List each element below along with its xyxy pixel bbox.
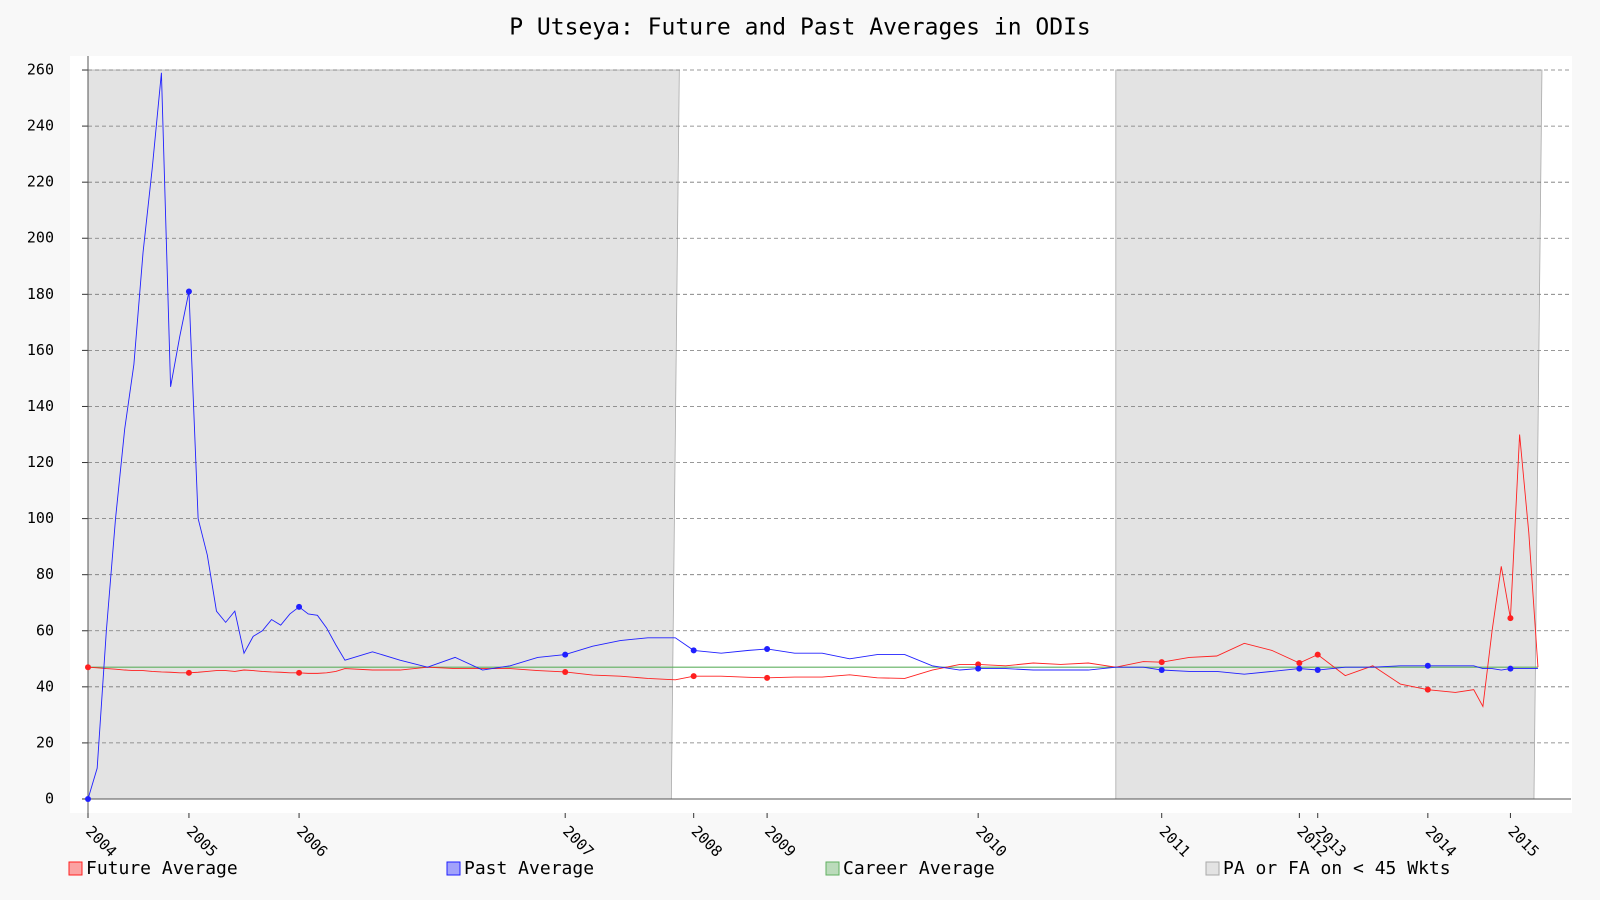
legend-label: PA or FA on < 45 Wkts xyxy=(1223,858,1451,879)
series-point xyxy=(185,669,192,676)
series-point xyxy=(1158,667,1165,674)
y-tick-label: 260 xyxy=(27,61,54,79)
series-point xyxy=(1296,665,1303,672)
series-point xyxy=(1424,686,1431,693)
chart-title: P Utseya: Future and Past Averages in OD… xyxy=(509,15,1091,41)
y-tick-label: 200 xyxy=(27,229,54,247)
y-tick-label: 40 xyxy=(36,677,54,695)
y-tick-label: 180 xyxy=(27,285,54,303)
series-point xyxy=(1507,665,1514,672)
series-point xyxy=(1424,662,1431,669)
y-tick-label: 160 xyxy=(27,341,54,359)
series-point xyxy=(1314,667,1321,674)
legend-label: Past Average xyxy=(464,858,594,879)
series-point xyxy=(562,668,569,675)
series-point xyxy=(296,669,303,676)
series-point xyxy=(975,661,982,668)
series-point xyxy=(690,647,697,654)
y-tick-label: 80 xyxy=(36,565,54,583)
series-point xyxy=(85,795,91,802)
y-tick-label: 240 xyxy=(27,117,54,135)
series-point xyxy=(1314,651,1321,658)
legend-swatch xyxy=(825,861,840,876)
legend-label: Career Average xyxy=(843,858,995,879)
y-tick-label: 220 xyxy=(27,173,54,191)
legend-swatch xyxy=(1205,861,1220,876)
series-point xyxy=(764,645,771,652)
y-tick-label: 140 xyxy=(27,397,54,415)
series-point xyxy=(296,603,303,610)
y-tick-label: 100 xyxy=(27,509,54,527)
y-tick-label: 120 xyxy=(27,453,54,471)
y-tick-label: 20 xyxy=(36,733,54,751)
y-tick-label: 60 xyxy=(36,621,54,639)
series-point xyxy=(975,665,982,672)
shaded-region xyxy=(87,69,680,800)
legend-swatch xyxy=(446,861,461,876)
series-point xyxy=(1296,660,1303,667)
series-point xyxy=(1158,659,1165,666)
series-point xyxy=(562,651,569,658)
series-point xyxy=(690,673,697,680)
series-point xyxy=(1507,615,1514,622)
series-point xyxy=(85,664,91,671)
series-point xyxy=(764,674,771,681)
y-tick-label: 0 xyxy=(45,789,54,807)
series-point xyxy=(185,288,192,295)
legend-swatch xyxy=(68,861,83,876)
legend-label: Future Average xyxy=(86,858,238,879)
shaded-region xyxy=(1115,69,1543,800)
